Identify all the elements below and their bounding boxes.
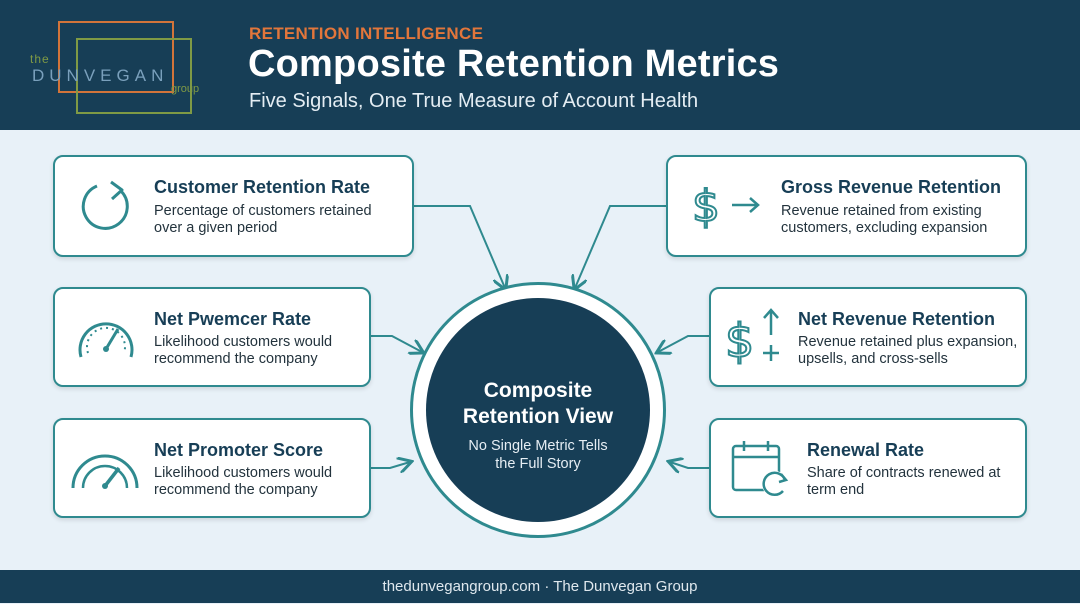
speedometer-icon xyxy=(71,454,139,489)
card-description: Likelihood customers would recommend the… xyxy=(154,465,333,498)
svg-text:$: $ xyxy=(725,314,754,368)
card-title: Gross Revenue Retention xyxy=(781,177,1002,197)
card-net-pwemcer: Net Pwemcer Rate Likelihood customers wo… xyxy=(53,287,371,387)
header-banner: the DUNVEGAN group RETENTION INTELLIGENC… xyxy=(0,0,1080,130)
calendar-renew-icon xyxy=(731,441,789,497)
page-subtitle: Five Signals, One True Measure of Accoun… xyxy=(249,90,699,112)
arrow-net-promoter xyxy=(371,462,410,468)
refresh-icon xyxy=(81,180,129,230)
card-renewal: Renewal Rate Share of contracts renewed … xyxy=(709,418,1027,518)
card-net-promoter: Net Promoter Score Likelihood customers … xyxy=(53,418,371,518)
card-title: Renewal Rate xyxy=(807,440,925,460)
card-title: Net Pwemcer Rate xyxy=(154,309,312,329)
arrow-customer-retention xyxy=(414,205,505,288)
card-customer-retention: Customer Retention Rate Percentage of cu… xyxy=(53,155,414,257)
footer-text: thedunvegangroup.com · The Dunvegan Grou… xyxy=(382,578,698,595)
logo-the: the xyxy=(30,52,50,66)
logo-name: DUNVEGAN xyxy=(32,66,169,85)
dollar-arrow-icon: $ xyxy=(692,180,760,233)
card-title: Customer Retention Rate xyxy=(154,177,371,197)
dunvegan-logo: the DUNVEGAN group xyxy=(28,18,228,118)
card-gross-revenue: $ Gross Revenue Retention Revenue retain… xyxy=(666,155,1027,257)
card-description: Revenue retained from existing customers… xyxy=(781,203,988,236)
card-description: Likelihood customers would recommend the… xyxy=(154,334,333,367)
hub-title: Composite Retention View xyxy=(462,379,614,428)
eyebrow-label: RETENTION INTELLIGENCE xyxy=(249,24,484,43)
page-title: Composite Retention Metrics xyxy=(248,43,780,85)
logo-group: group xyxy=(171,83,200,95)
card-title: Net Promoter Score xyxy=(154,440,324,460)
card-description: Share of contracts renewed at term end xyxy=(807,465,1001,498)
arrow-net-revenue xyxy=(658,335,709,352)
card-description: Revenue retained plus expansion, upsells… xyxy=(798,334,1018,367)
footer: thedunvegangroup.com · The Dunvegan Grou… xyxy=(0,570,1080,603)
logo-green-square xyxy=(76,38,192,114)
logo-orange-square xyxy=(58,21,174,93)
card-net-revenue: $ Net Revenue Retention Revenue retained… xyxy=(709,287,1027,387)
arrow-renewal xyxy=(670,462,709,468)
card-description: Percentage of customers retained over a … xyxy=(154,203,372,236)
arrow-net-pwemcer xyxy=(371,335,422,352)
gauge-icon xyxy=(78,322,134,358)
hub-circle xyxy=(426,298,650,522)
dollar-up-plus-icon: $ xyxy=(725,308,779,369)
arrow-gross-revenue xyxy=(575,205,666,288)
hub-subtitle: No Single Metric Tells the Full Story xyxy=(468,438,608,472)
svg-text:$: $ xyxy=(692,181,720,232)
card-title: Net Revenue Retention xyxy=(798,309,996,329)
